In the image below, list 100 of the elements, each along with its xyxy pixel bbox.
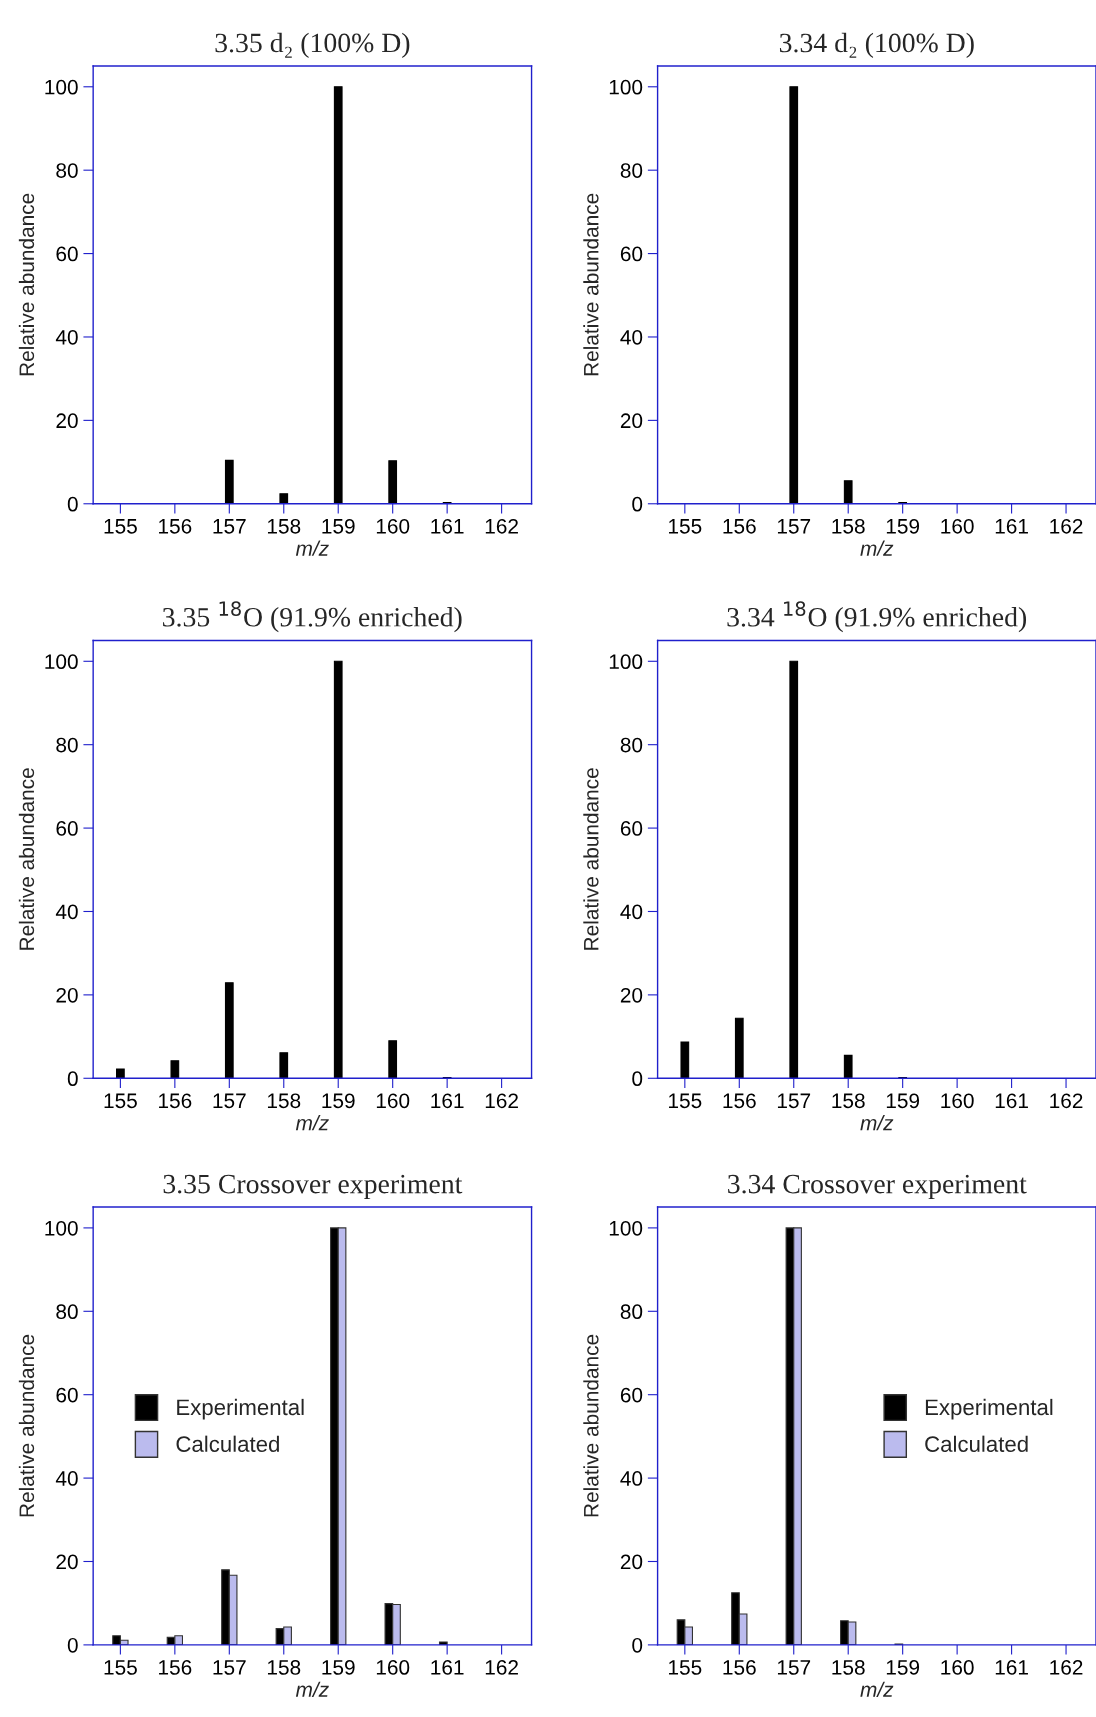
- y-tick-label: 40: [55, 1471, 78, 1486]
- x-axis-title: m/z: [295, 540, 329, 556]
- chart-title: 3.34 $^{18}$O (91.9% enriched): [727, 601, 1027, 633]
- chart-title: 3.34 d₂ (100% D): [779, 32, 974, 58]
- x-tick-label: 155: [104, 519, 137, 534]
- x-tick-label: 162: [485, 1660, 518, 1675]
- y-tick-label: 60: [620, 1387, 643, 1403]
- legend-label: Experimental: [925, 1398, 1053, 1420]
- y-tick-label: 40: [55, 904, 78, 920]
- y-tick-label: 20: [56, 413, 78, 429]
- y-tick-label: 80: [56, 163, 78, 178]
- chart-title: 3.34 Crossover experiment: [728, 1174, 1027, 1200]
- x-tick-label: 160: [941, 518, 974, 534]
- y-tick-label: 60: [56, 1387, 78, 1403]
- y-tick-label: 40: [620, 329, 643, 345]
- y-tick-label: 20: [620, 987, 643, 1003]
- x-tick-label: 159: [886, 1093, 920, 1109]
- x-tick-label: 157: [213, 519, 246, 534]
- y-tick-label: 100: [609, 1220, 643, 1236]
- y-tick-label: 60: [620, 246, 643, 262]
- y-tick-label: 60: [56, 246, 78, 262]
- x-tick-label: 161: [431, 1093, 464, 1109]
- x-tick-label: 159: [322, 518, 355, 534]
- legend-label: Calculated: [925, 1435, 1028, 1452]
- x-tick-label: 155: [669, 519, 702, 534]
- y-tick-label: 0: [632, 496, 643, 512]
- y-tick-label: 80: [620, 163, 643, 178]
- y-tick-label: 0: [67, 1637, 78, 1653]
- x-axis-title: m/z: [860, 1115, 894, 1131]
- x-tick-label: 162: [1050, 1660, 1083, 1675]
- x-tick-label: 156: [159, 518, 192, 534]
- chart-title: 3.35 $^{18}$O (91.9% enriched): [162, 601, 462, 633]
- y-axis-title: Relative abundance: [583, 1334, 599, 1517]
- y-axis-title: Relative abundance: [583, 768, 599, 950]
- x-tick-label: 158: [832, 1093, 865, 1109]
- x-tick-label: 161: [431, 1660, 464, 1675]
- x-tick-label: 157: [213, 1093, 246, 1109]
- y-tick-label: 100: [45, 1220, 78, 1236]
- y-tick-label: 100: [609, 654, 643, 670]
- y-axis-title: Relative abundance: [18, 193, 35, 376]
- x-tick-label: 159: [322, 1093, 355, 1109]
- legend-label: Experimental: [177, 1398, 304, 1420]
- y-tick-label: 0: [632, 1071, 643, 1087]
- x-tick-label: 161: [995, 1093, 1028, 1109]
- y-tick-label: 100: [45, 654, 78, 670]
- y-tick-label: 80: [620, 1304, 643, 1320]
- y-tick-label: 20: [620, 413, 643, 429]
- y-tick-label: 0: [632, 1637, 643, 1653]
- x-tick-label: 159: [886, 1660, 920, 1675]
- x-tick-label: 162: [485, 1093, 518, 1109]
- x-tick-label: 161: [431, 518, 464, 534]
- x-tick-label: 157: [777, 1093, 811, 1109]
- chart-title: 3.35 d₂ (100% D): [215, 32, 410, 58]
- x-tick-label: 155: [669, 1093, 702, 1109]
- x-tick-label: 160: [941, 1093, 974, 1109]
- x-tick-label: 156: [159, 1660, 192, 1675]
- x-tick-label: 155: [104, 1093, 137, 1109]
- y-tick-label: 0: [67, 1071, 78, 1087]
- x-tick-label: 162: [1050, 1093, 1083, 1109]
- x-axis-title: m/z: [295, 1115, 329, 1131]
- y-tick-label: 80: [620, 737, 643, 753]
- x-tick-label: 158: [832, 1660, 865, 1675]
- x-tick-label: 161: [995, 1660, 1028, 1675]
- x-tick-label: 156: [159, 1093, 192, 1109]
- x-axis-title: m/z: [860, 540, 894, 556]
- x-tick-label: 157: [777, 1660, 811, 1675]
- y-tick-label: 0: [67, 496, 78, 512]
- y-tick-label: 40: [620, 904, 643, 920]
- x-tick-label: 161: [995, 518, 1028, 534]
- x-tick-label: 162: [485, 518, 518, 534]
- x-tick-label: 155: [104, 1660, 137, 1675]
- x-tick-label: 160: [941, 1660, 974, 1675]
- x-tick-label: 156: [723, 1093, 756, 1109]
- x-axis-title: m/z: [860, 1681, 894, 1697]
- y-tick-label: 20: [620, 1554, 643, 1570]
- y-axis-title: Relative abundance: [18, 1334, 35, 1517]
- x-tick-label: 159: [886, 518, 920, 534]
- x-tick-label: 158: [267, 1660, 301, 1675]
- y-tick-label: 40: [55, 329, 78, 345]
- y-axis-title: Relative abundance: [583, 193, 599, 376]
- x-tick-label: 155: [669, 1660, 702, 1675]
- y-tick-label: 100: [609, 79, 643, 95]
- x-tick-label: 156: [723, 1660, 756, 1675]
- legend-label: Calculated: [176, 1435, 279, 1452]
- y-tick-label: 80: [56, 737, 78, 753]
- x-tick-label: 157: [213, 1660, 246, 1675]
- y-tick-label: 20: [56, 1554, 78, 1570]
- y-tick-label: 60: [620, 821, 643, 836]
- x-tick-label: 158: [267, 518, 301, 534]
- y-tick-label: 80: [56, 1304, 78, 1320]
- y-tick-label: 100: [45, 79, 78, 95]
- y-tick-label: 60: [56, 821, 78, 836]
- y-axis-title: Relative abundance: [18, 768, 35, 950]
- chart-title: 3.35 Crossover experiment: [163, 1174, 463, 1200]
- x-tick-label: 160: [376, 518, 410, 534]
- y-tick-label: 20: [56, 987, 78, 1003]
- x-axis-title: m/z: [295, 1681, 329, 1697]
- x-tick-label: 156: [723, 518, 756, 534]
- x-tick-label: 159: [322, 1660, 355, 1675]
- x-tick-label: 160: [376, 1660, 410, 1675]
